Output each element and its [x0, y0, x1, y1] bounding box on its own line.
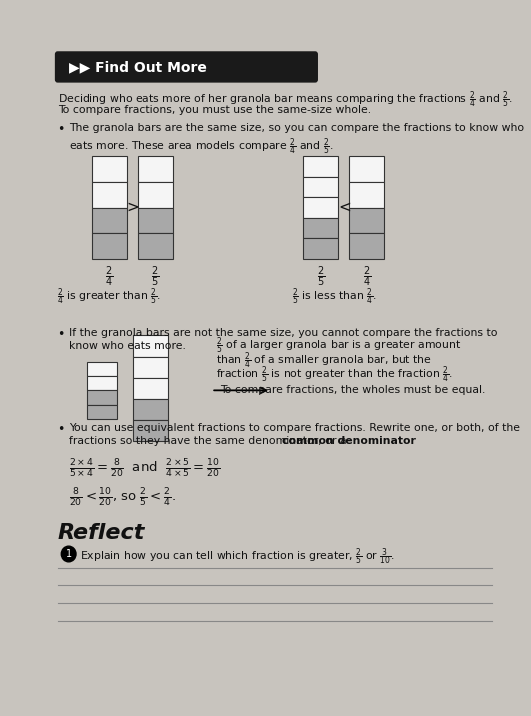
Bar [303, 238, 338, 259]
Bar [138, 233, 173, 259]
Bar [303, 156, 338, 177]
Bar [349, 182, 384, 208]
Bar [133, 420, 168, 441]
Bar [138, 182, 173, 208]
Text: know who eats more.: know who eats more. [68, 342, 185, 352]
Text: Explain how you can tell which fraction is greater, $\frac{2}{5}$ or $\frac{3}{1: Explain how you can tell which fraction … [80, 546, 395, 568]
Text: To compare fractions, you must use the same-size whole.: To compare fractions, you must use the s… [58, 105, 371, 115]
Bar [92, 156, 126, 182]
Text: $\frac{2}{5}$: $\frac{2}{5}$ [151, 265, 159, 289]
Text: 1: 1 [66, 549, 72, 559]
Bar [133, 378, 168, 399]
Bar [303, 177, 338, 198]
Text: $\frac{2\times4}{5\times4}=\frac{8}{20}$  and  $\frac{2\times5}{4\times5}=\frac{: $\frac{2\times4}{5\times4}=\frac{8}{20}$… [68, 458, 220, 480]
Text: The granola bars are the same size, so you can compare the fractions to know who: The granola bars are the same size, so y… [68, 123, 524, 132]
Bar [133, 336, 168, 357]
Circle shape [61, 546, 76, 562]
Text: $\frac{2}{4}$ is greater than $\frac{2}{5}$.: $\frac{2}{4}$ is greater than $\frac{2}{… [57, 286, 161, 308]
Bar [349, 233, 384, 259]
Bar [349, 208, 384, 233]
Text: $\frac{8}{20}<\frac{10}{20}$, so $\frac{2}{5}<\frac{2}{4}$.: $\frac{8}{20}<\frac{10}{20}$, so $\frac{… [68, 488, 176, 510]
Text: •: • [58, 422, 65, 435]
Text: eats more. These area models compare $\frac{2}{4}$ and $\frac{2}{5}$.: eats more. These area models compare $\f… [68, 137, 333, 158]
Bar [138, 208, 173, 233]
Text: $>$: $>$ [124, 200, 140, 215]
Bar [303, 198, 338, 218]
Bar [92, 233, 126, 259]
Text: •: • [58, 123, 65, 136]
Bar [133, 357, 168, 378]
Text: common denominator: common denominator [282, 436, 416, 446]
Text: fractions so they have the same denominator, or a: fractions so they have the same denomina… [68, 436, 350, 446]
Text: •: • [58, 328, 65, 341]
Bar [133, 399, 168, 420]
Text: $\frac{2}{5}$ of a larger granola bar is a greater amount: $\frac{2}{5}$ of a larger granola bar is… [216, 336, 461, 357]
Bar [87, 362, 116, 376]
Bar [138, 156, 173, 182]
Bar [303, 218, 338, 238]
Text: You can use equivalent fractions to compare fractions. Rewrite one, or both, of : You can use equivalent fractions to comp… [68, 422, 520, 432]
Text: $\frac{2}{4}$: $\frac{2}{4}$ [105, 265, 113, 289]
Text: $\frac{2}{5}$: $\frac{2}{5}$ [316, 265, 325, 289]
Bar [87, 390, 116, 405]
Text: $\frac{2}{4}$: $\frac{2}{4}$ [363, 265, 371, 289]
Text: .: . [391, 436, 394, 446]
Text: than $\frac{2}{4}$ of a smaller granola bar, but the: than $\frac{2}{4}$ of a smaller granola … [216, 350, 432, 372]
Text: Reflect: Reflect [58, 523, 145, 543]
FancyBboxPatch shape [55, 52, 318, 82]
Bar [87, 405, 116, 419]
Text: ▶▶ Find Out More: ▶▶ Find Out More [68, 60, 207, 74]
Bar [92, 208, 126, 233]
Text: Deciding who eats more of her granola bar means comparing the fractions $\frac{2: Deciding who eats more of her granola ba… [58, 90, 513, 111]
Text: $<$: $<$ [336, 200, 352, 215]
Text: To compare fractions, the wholes must be equal.: To compare fractions, the wholes must be… [220, 385, 486, 395]
Text: $\frac{2}{5}$ is less than $\frac{2}{4}$.: $\frac{2}{5}$ is less than $\frac{2}{4}$… [292, 286, 377, 308]
Bar [92, 182, 126, 208]
Bar [87, 376, 116, 390]
Text: fraction $\frac{2}{5}$ is not greater than the fraction $\frac{2}{4}$.: fraction $\frac{2}{5}$ is not greater th… [216, 365, 453, 386]
Text: If the granola bars are not the same size, you cannot compare the fractions to: If the granola bars are not the same siz… [68, 328, 497, 338]
Bar [349, 156, 384, 182]
